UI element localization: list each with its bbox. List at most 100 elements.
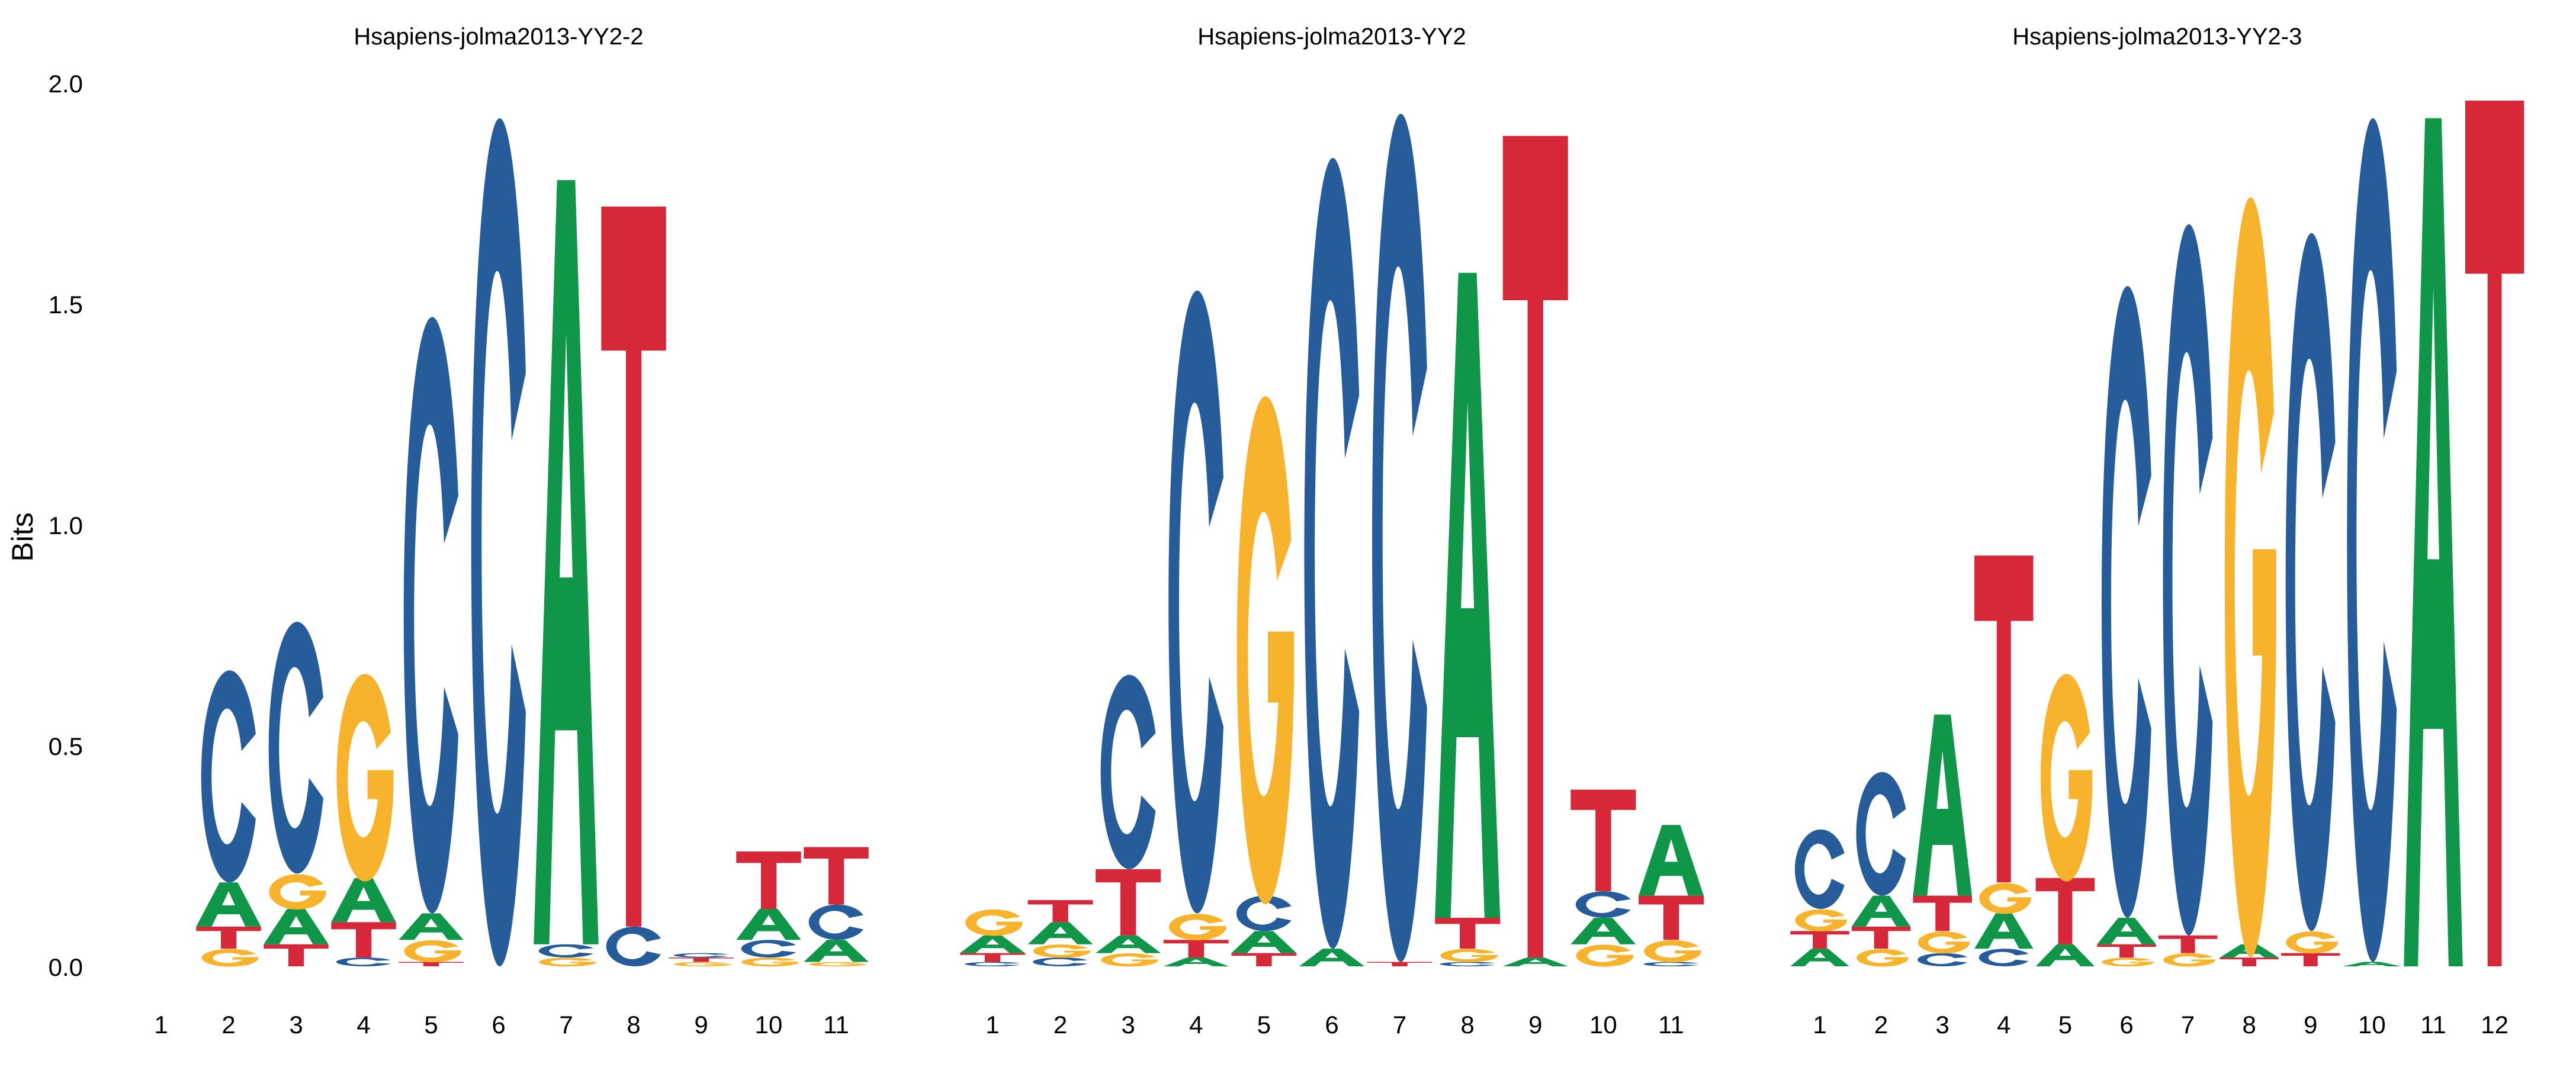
logo-letter-t xyxy=(1231,953,1297,966)
logo-letter-c xyxy=(471,118,526,966)
logo-letter-g xyxy=(2224,197,2276,957)
logo-letter-g xyxy=(269,874,326,910)
logo-letter-c xyxy=(268,622,323,874)
logo-letter-t xyxy=(331,922,396,958)
x-tick-label: 6 xyxy=(1325,1011,1338,1039)
logo-letter-g xyxy=(1795,909,1847,931)
x-tick-label: 8 xyxy=(2243,1011,2256,1039)
x-tick-label: 4 xyxy=(1997,1011,2010,1039)
logo-letter-t xyxy=(2465,100,2524,967)
logo-panel-yy2-3: Hsapiens-jolma2013-YY2-31 2 3 4 5 6 7 8 9 10 11 12 xyxy=(1790,24,2524,1039)
x-tick-label: 1 xyxy=(1813,1011,1826,1039)
logo-letter-g xyxy=(404,940,461,963)
logo-letter-g xyxy=(674,962,731,967)
x-tick-label: 7 xyxy=(559,1011,573,1039)
y-axis: 0.0 0.5 1.0 1.5 2.0 xyxy=(49,70,83,981)
logo-letter-a xyxy=(1163,957,1229,966)
logo-letter-a xyxy=(2035,944,2095,966)
logo-letter-g xyxy=(539,957,596,967)
logo-letter-a xyxy=(264,909,329,944)
logo-letter-t xyxy=(1367,962,1432,966)
x-tick-label: 3 xyxy=(1122,1011,1135,1039)
logo-letter-t xyxy=(2158,935,2218,953)
x-tick-label: 12 xyxy=(2481,1011,2508,1039)
logo-letter-g xyxy=(2163,953,2215,967)
x-tick-label: 4 xyxy=(356,1011,370,1039)
logo-letter-t xyxy=(1096,869,1161,936)
logo-letter-a xyxy=(1027,922,1093,944)
logo-letter-c xyxy=(741,940,796,958)
x-tick-label: 3 xyxy=(1936,1011,1949,1039)
logo-letter-c xyxy=(1794,829,1845,910)
x-tick-label: 1 xyxy=(154,1011,168,1039)
logo-letter-t xyxy=(1851,926,1911,949)
panel-title: Hsapiens-jolma2013-YY2 xyxy=(1197,24,1466,50)
y-tick-label: 2.0 xyxy=(49,70,83,98)
logo-letter-a xyxy=(1435,272,1501,918)
logo-letter-g xyxy=(809,962,866,967)
logo-letter-t xyxy=(196,926,261,949)
logo-letter-t xyxy=(1790,931,1849,949)
logo-letter-t xyxy=(1027,900,1093,923)
logo-panel-yy2-2: Hsapiens-jolma2013-YY2-2 1 2 3 4 5 6 7 8 9 10 11 xyxy=(154,24,869,1039)
logo-letter-t xyxy=(1163,940,1229,958)
logo-letter-g xyxy=(2102,957,2154,967)
x-tick-label: 3 xyxy=(289,1011,303,1039)
x-tick-label: 10 xyxy=(2358,1011,2386,1039)
logo-letter-a xyxy=(1299,949,1365,966)
panel-title: Hsapiens-jolma2013-YY2-2 xyxy=(354,24,643,50)
x-tick-label: 9 xyxy=(2304,1011,2317,1039)
logo-letter-a xyxy=(534,180,599,944)
logo-letter-t xyxy=(1570,789,1636,892)
logo-letter-c xyxy=(1917,953,1967,966)
logo-letter-a xyxy=(2342,962,2402,966)
logo-letter-a xyxy=(2097,917,2156,944)
x-tick-label: 9 xyxy=(694,1011,708,1039)
logo-letter-g xyxy=(1033,944,1091,958)
logo-letter-c xyxy=(2347,118,2397,962)
x-tick-label: 6 xyxy=(2119,1011,2133,1039)
y-tick-label: 0.0 xyxy=(49,953,83,981)
logo-letter-t xyxy=(1974,555,2034,883)
x-tick-label: 2 xyxy=(1053,1011,1067,1039)
logo-letter-c xyxy=(1168,290,1224,914)
logo-letter-a xyxy=(2220,944,2279,958)
x-tick-label: 7 xyxy=(1393,1011,1406,1039)
logo-letter-g xyxy=(1101,953,1158,967)
logo-letter-a xyxy=(736,909,801,940)
logo-letter-c xyxy=(1978,949,2029,966)
logo-letter-t xyxy=(2281,953,2340,966)
logo-letter-g xyxy=(1856,949,1909,967)
logo-letter-g xyxy=(1979,883,2031,914)
logo-letter-c xyxy=(1856,772,1906,896)
logo-letter-c xyxy=(1304,158,1360,949)
logo-letter-g xyxy=(965,909,1023,936)
logo-letter-c xyxy=(1100,674,1156,869)
logo-letter-a xyxy=(331,878,396,923)
logo-letter-c xyxy=(1236,895,1292,931)
logo-letter-g xyxy=(1644,940,1701,963)
logo-letter-g xyxy=(201,949,259,967)
logo-letter-c xyxy=(336,957,391,966)
panel-title: Hsapiens-jolma2013-YY2-3 xyxy=(2012,24,2302,50)
logo-letter-a xyxy=(1790,949,1849,966)
x-tick-label: 11 xyxy=(823,1011,849,1039)
logo-letter-g xyxy=(1168,914,1226,940)
logo-letter-a xyxy=(2404,118,2463,967)
logo-letter-t xyxy=(804,847,869,905)
logo-letter-c xyxy=(2101,286,2151,918)
logo-letter-g xyxy=(2286,931,2338,954)
x-tick-label: 7 xyxy=(2181,1011,2195,1039)
x-tick-label: 10 xyxy=(1589,1011,1617,1039)
logo-letter-c xyxy=(538,944,593,958)
logo-letter-t xyxy=(2097,944,2156,958)
logo-letter-a xyxy=(804,940,869,962)
logo-letter-a xyxy=(399,913,464,940)
logo-letter-c xyxy=(1033,957,1088,966)
logo-letter-t xyxy=(2220,957,2279,966)
y-tick-label: 1.0 xyxy=(49,512,83,539)
logo-letter-g xyxy=(1440,949,1498,962)
logo-letter-t xyxy=(2035,878,2095,944)
x-tick-label: 2 xyxy=(221,1011,235,1039)
